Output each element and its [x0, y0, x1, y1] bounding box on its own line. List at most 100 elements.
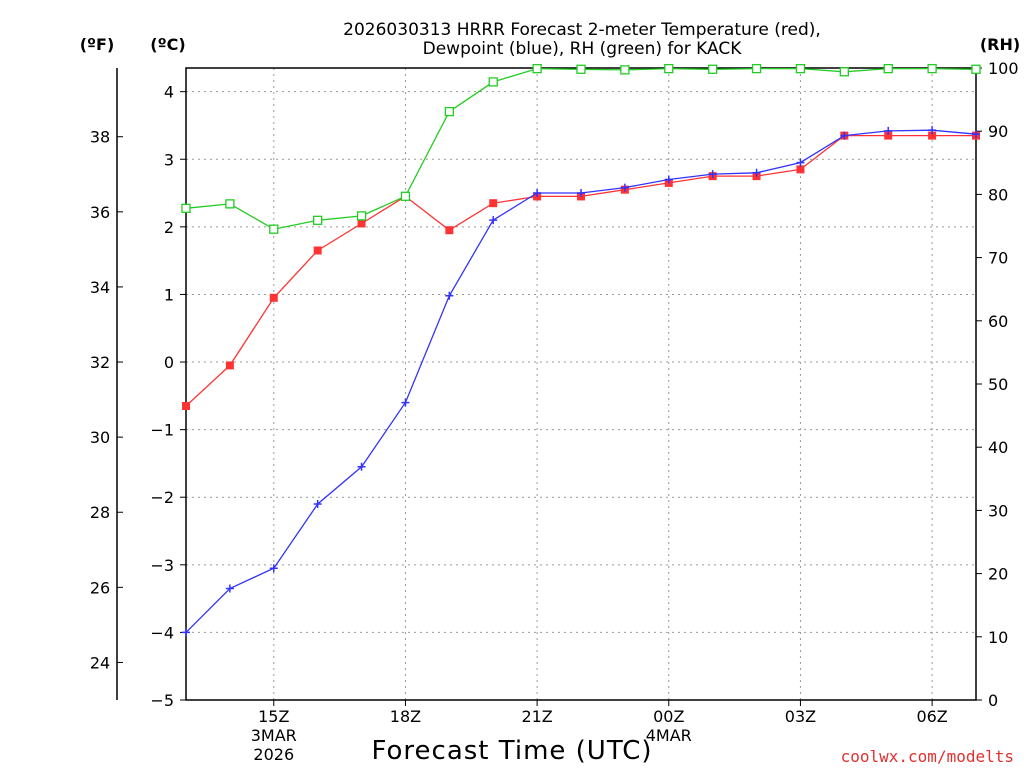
data-point-dewpoint-5 [401, 398, 410, 407]
data-point-rh-10 [620, 65, 630, 75]
data-point-rh-1 [225, 199, 235, 209]
tick-label-c-0: −5 [150, 691, 174, 710]
series-temperature [182, 131, 980, 410]
data-point-dewpoint-1 [225, 584, 234, 593]
tick-label-c-3: −2 [150, 488, 174, 507]
tick-label-c-8: 3 [164, 150, 174, 169]
tick-label-f-4: 32 [90, 353, 110, 372]
data-point-rh-12 [708, 64, 718, 74]
data-point-dewpoint-14 [796, 158, 805, 167]
unit-label-fahrenheit: (ºF) [80, 35, 115, 54]
tick-label-f-3: 30 [90, 428, 110, 447]
data-point-dewpoint-0 [182, 628, 190, 637]
tick-label-rh-10: 100 [988, 59, 1019, 78]
series-line-dewpoint [185, 129, 977, 633]
tick-label-x-2: 21Z [521, 707, 552, 726]
chart-title-line-2: Dewpoint (blue), RH (green) for KACK [423, 39, 743, 59]
tick-label-rh-8: 80 [988, 185, 1008, 204]
tick-label-rh-6: 60 [988, 312, 1008, 331]
tick-sublabel2-x-0: 2026 [253, 745, 294, 764]
data-point-rh-3 [313, 215, 323, 225]
plot-frame [185, 67, 977, 701]
axes [116, 67, 982, 706]
series-dewpoint [182, 126, 980, 637]
data-point-dewpoint-7 [489, 216, 498, 225]
data-point-dewpoint-18 [972, 130, 980, 139]
data-point-dewpoint-11 [664, 175, 673, 184]
data-series [181, 63, 981, 637]
tick-sublabel-x-0: 3MAR [251, 726, 297, 745]
tick-label-f-1: 26 [90, 578, 110, 597]
data-point-temperature-4 [357, 219, 366, 228]
unit-label-celsius: (ºC) [150, 35, 185, 54]
series-rh [181, 63, 981, 234]
data-point-temperature-17 [928, 131, 937, 140]
data-point-dewpoint-17 [928, 126, 937, 135]
data-point-rh-17 [927, 63, 937, 74]
credit-text: coolwx.com/modelts [841, 747, 1014, 766]
tick-label-rh-4: 40 [988, 438, 1008, 457]
tick-label-rh-3: 30 [988, 501, 1008, 520]
tick-label-f-2: 28 [90, 503, 110, 522]
series-line-temperature [185, 134, 976, 407]
data-point-rh-2 [269, 224, 279, 234]
tick-label-rh-2: 20 [988, 565, 1008, 584]
data-point-temperature-14 [796, 165, 805, 174]
data-point-temperature-6 [445, 226, 454, 235]
data-point-dewpoint-16 [884, 126, 893, 135]
data-point-rh-9 [576, 64, 586, 74]
tick-label-f-6: 36 [90, 203, 110, 222]
tick-sublabel-x-3: 4MAR [646, 726, 692, 745]
data-point-temperature-3 [313, 246, 322, 255]
tick-label-c-9: 4 [164, 83, 174, 102]
data-point-rh-18 [971, 64, 981, 74]
data-point-dewpoint-12 [708, 170, 717, 179]
data-point-temperature-2 [269, 293, 278, 302]
tick-label-x-5: 06Z [916, 707, 947, 726]
data-point-rh-6 [444, 106, 454, 117]
data-point-temperature-1 [225, 361, 234, 370]
data-point-rh-14 [795, 63, 806, 74]
tick-label-x-0: 15Z [258, 707, 289, 726]
tick-label-c-7: 2 [164, 218, 174, 237]
data-point-dewpoint-9 [577, 189, 585, 198]
grid-lines [186, 68, 976, 700]
data-point-rh-8 [532, 63, 542, 74]
tick-label-c-2: −3 [150, 556, 174, 575]
tick-label-rh-9: 90 [988, 122, 1008, 141]
tick-label-f-0: 24 [90, 653, 110, 672]
tick-labels: −5−4−3−2−1012342426283032343638010203040… [90, 59, 1019, 764]
data-point-rh-4 [356, 211, 367, 221]
series-line-rh [185, 67, 977, 230]
tick-label-f-5: 34 [90, 278, 110, 297]
tick-label-c-4: −1 [150, 421, 174, 440]
data-point-rh-15 [839, 67, 849, 77]
tick-label-c-6: 1 [164, 285, 174, 304]
tick-label-rh-1: 10 [988, 628, 1008, 647]
tick-label-x-1: 18Z [390, 707, 421, 726]
data-point-rh-16 [883, 63, 893, 74]
tick-label-c-1: −4 [150, 623, 174, 642]
data-point-dewpoint-6 [445, 291, 454, 300]
data-point-rh-0 [181, 203, 191, 213]
data-point-rh-13 [751, 63, 762, 74]
data-point-rh-11 [664, 63, 674, 74]
tick-label-x-4: 03Z [785, 707, 816, 726]
tick-label-rh-0: 0 [988, 691, 998, 710]
tick-label-rh-5: 50 [988, 375, 1008, 394]
unit-label-rh: (RH) [980, 35, 1020, 54]
tick-label-x-3: 00Z [653, 707, 684, 726]
data-point-dewpoint-15 [840, 131, 849, 140]
data-point-dewpoint-4 [357, 462, 366, 471]
data-point-dewpoint-2 [269, 564, 278, 573]
data-point-rh-7 [488, 77, 498, 87]
data-point-dewpoint-13 [752, 168, 761, 177]
data-point-dewpoint-8 [533, 189, 542, 198]
data-point-temperature-16 [884, 131, 893, 140]
x-axis-label: Forecast Time (UTC) [371, 736, 652, 766]
data-point-rh-5 [400, 191, 411, 201]
data-point-temperature-7 [489, 199, 498, 208]
tick-label-rh-7: 70 [988, 249, 1008, 268]
data-point-dewpoint-10 [620, 183, 629, 192]
